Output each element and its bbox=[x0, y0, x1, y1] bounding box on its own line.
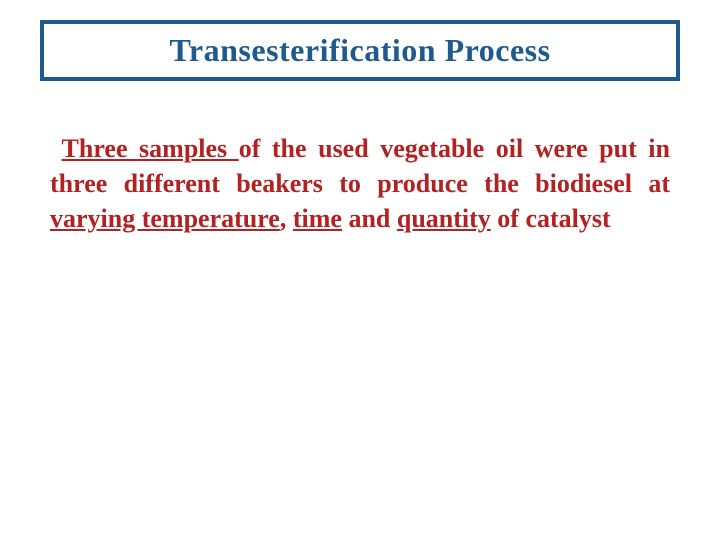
body-paragraph: Three samples of the used vegetable oil … bbox=[50, 131, 670, 236]
title-text: Transesterification Process bbox=[64, 32, 656, 69]
title-box: Transesterification Process bbox=[40, 20, 680, 81]
body-content: Three samples of the used vegetable oil … bbox=[50, 134, 670, 233]
